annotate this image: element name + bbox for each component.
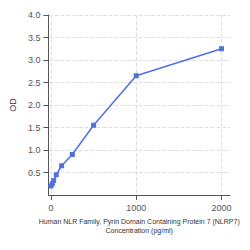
svg-text:3.0: 3.0 xyxy=(28,55,41,65)
svg-text:3.5: 3.5 xyxy=(28,33,41,43)
svg-text:Human NLR Family, Pyrin Domain: Human NLR Family, Pyrin Domain Containin… xyxy=(39,218,240,226)
svg-text:2.0: 2.0 xyxy=(28,100,41,110)
svg-text:0.5: 0.5 xyxy=(28,168,41,178)
svg-text:2000: 2000 xyxy=(211,203,231,213)
svg-text:0: 0 xyxy=(48,203,53,213)
svg-text:Concentration (pg/ml): Concentration (pg/ml) xyxy=(106,227,173,235)
svg-text:1.5: 1.5 xyxy=(28,123,41,133)
svg-text:2.5: 2.5 xyxy=(28,78,41,88)
svg-text:OD: OD xyxy=(8,98,18,112)
svg-text:4.0: 4.0 xyxy=(28,10,41,20)
svg-text:1.0: 1.0 xyxy=(28,145,41,155)
svg-text:1000: 1000 xyxy=(126,203,146,213)
